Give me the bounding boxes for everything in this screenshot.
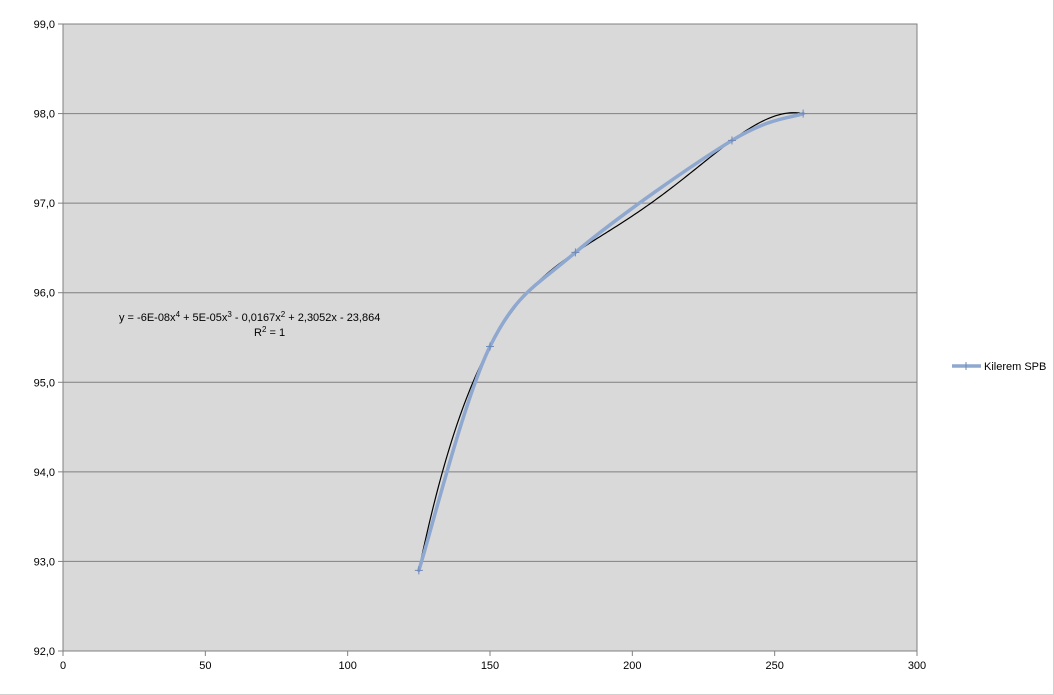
legend: Kilerem SPB [952,361,1046,373]
r-squared-term: R [254,327,262,339]
x-tick-label: 300 [908,660,926,672]
y-tick-label: 93,0 [34,556,55,568]
y-tick-label: 94,0 [34,467,55,479]
data-point [486,342,494,351]
trendline-equation: y = -6E-08x4 + 5E-05x3 - 0,0167x2 + 2,30… [119,310,380,324]
equation-exponent: 3 [227,310,232,319]
y-tick-label: 98,0 [34,109,55,121]
equation-exponent: 2 [281,310,286,319]
trendline-annotation: y = -6E-08x4 + 5E-05x3 - 0,0167x2 + 2,30… [119,310,380,339]
r-squared-exponent: 2 [262,325,267,334]
series-layer [414,109,808,575]
y-tick-label: 96,0 [34,288,55,300]
legend-label: Kilerem SPB [984,361,1046,373]
equation-exponent: 4 [176,310,181,319]
equation-term: + 5E-05x [180,312,228,324]
x-tick-label: 0 [60,660,66,672]
x-tick-label: 200 [623,660,641,672]
y-tick-label: 95,0 [34,377,55,389]
x-tick-label: 150 [481,660,499,672]
series-line [417,111,805,573]
y-tick-label: 97,0 [34,198,55,210]
y-tick-label: 99,0 [34,19,55,31]
trendline-r-squared: R2 = 1 [254,325,285,339]
y-tick-label: 92,0 [34,646,55,658]
equation-term: + 2,3052x - 23,864 [285,312,380,324]
data-point [414,566,423,575]
gridlines [63,113,917,562]
x-tick-label: 50 [199,660,211,672]
equation-term: y = -6E-08x [119,312,176,324]
data-point [727,136,736,145]
plot-area [62,23,918,652]
data-point [799,109,808,118]
data-point [571,248,580,257]
x-tick-label: 250 [765,660,783,672]
x-tick-label: 100 [338,660,356,672]
equation-term: - 0,0167x [232,312,281,324]
axes: 92,0 93,0 94,0 95,0 96,0 97,0 98,0 99,0 0 50 100 15… [34,19,927,672]
r-squared-term: = 1 [266,327,285,339]
